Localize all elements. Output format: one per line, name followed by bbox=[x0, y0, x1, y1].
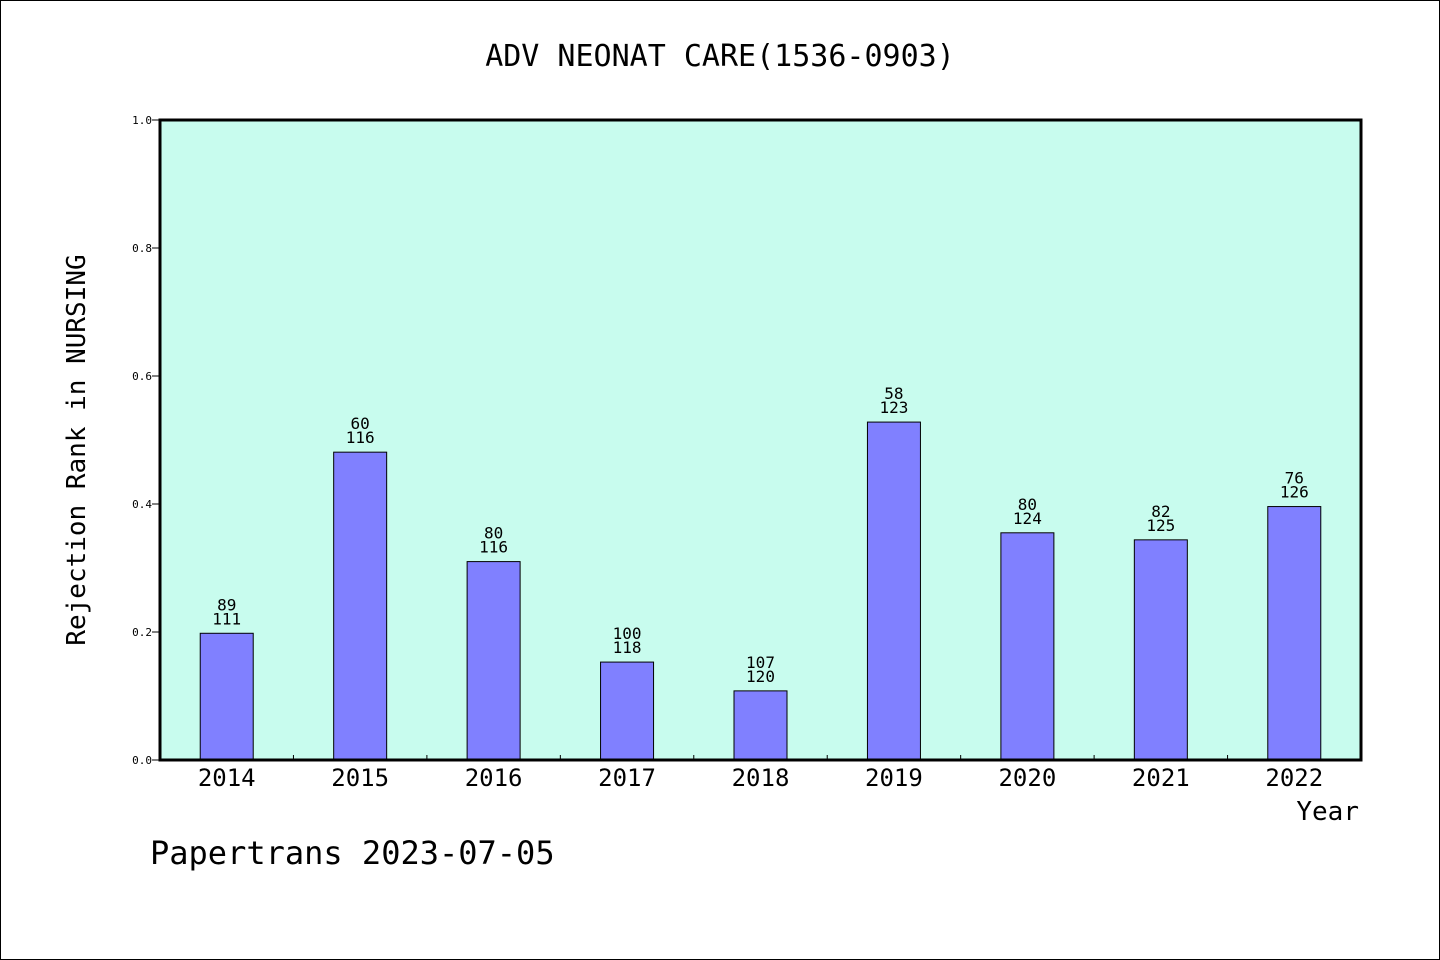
x-tick-label: 2014 bbox=[198, 764, 256, 792]
footer-credit: Papertrans 2023-07-05 bbox=[150, 834, 555, 872]
bar-2014 bbox=[199, 632, 254, 761]
x-tick-label: 2019 bbox=[865, 764, 923, 792]
x-tick-label: 2020 bbox=[998, 764, 1056, 792]
plot-border bbox=[158, 118, 1363, 762]
x-tick-label: 2016 bbox=[465, 764, 523, 792]
y-tick-label: 0.0 bbox=[132, 754, 152, 767]
bar-total-label: 125 bbox=[1146, 516, 1175, 535]
bar-2016 bbox=[466, 561, 521, 761]
bar-rank-label: 82 bbox=[1151, 502, 1170, 521]
bar-total-label: 126 bbox=[1280, 483, 1309, 502]
y-tick-label: 0.8 bbox=[132, 242, 152, 255]
x-tick-label: 2017 bbox=[598, 764, 656, 792]
bar-rank-label: 80 bbox=[484, 524, 503, 543]
chart-title: ADV NEONAT CARE(1536-0903) bbox=[485, 39, 955, 74]
y-axis-label: Rejection Rank in NURSING bbox=[62, 254, 92, 645]
y-tick-label: 0.6 bbox=[132, 370, 152, 383]
bar-2020 bbox=[1000, 532, 1055, 761]
bar-2017 bbox=[600, 661, 655, 761]
y-tick-label: 0.4 bbox=[132, 498, 152, 511]
x-axis-label: Year bbox=[1296, 797, 1359, 827]
bar-rank-label: 89 bbox=[217, 595, 236, 614]
bar-total-label: 116 bbox=[479, 538, 508, 557]
bar-2022 bbox=[1267, 506, 1322, 761]
x-tick-label: 2022 bbox=[1265, 764, 1323, 792]
x-tick-label: 2021 bbox=[1132, 764, 1190, 792]
bar-rank-label: 100 bbox=[613, 624, 642, 643]
bar-rank-label: 80 bbox=[1018, 495, 1037, 514]
x-axis: 2014 2015 2016 2017 2018 2019 2020 2021 2022 bbox=[198, 755, 1323, 792]
bar-total-label: 123 bbox=[879, 398, 908, 417]
y-tick-label: 1.0 bbox=[132, 114, 152, 127]
bar-total-label: 118 bbox=[613, 638, 642, 657]
bar-total-label: 116 bbox=[346, 428, 375, 447]
bar-rank-label: 58 bbox=[884, 384, 903, 403]
bar-2018 bbox=[733, 690, 788, 761]
bar-rank-label: 60 bbox=[351, 414, 370, 433]
bar-2019 bbox=[866, 421, 921, 761]
bar-rank-label: 76 bbox=[1285, 469, 1304, 488]
bar-2015 bbox=[333, 451, 388, 761]
y-tick-label: 0.2 bbox=[132, 626, 152, 639]
y-axis: 0.0 0.2 0.4 0.6 0.8 1.0 bbox=[132, 114, 160, 767]
bar-total-label: 120 bbox=[746, 667, 775, 686]
bar-2021 bbox=[1133, 539, 1188, 761]
bar-total-label: 111 bbox=[212, 609, 241, 628]
x-tick-label: 2015 bbox=[331, 764, 389, 792]
bar-rank-label: 107 bbox=[746, 653, 775, 672]
x-tick-label: 2018 bbox=[732, 764, 790, 792]
bar-total-label: 124 bbox=[1013, 509, 1042, 528]
